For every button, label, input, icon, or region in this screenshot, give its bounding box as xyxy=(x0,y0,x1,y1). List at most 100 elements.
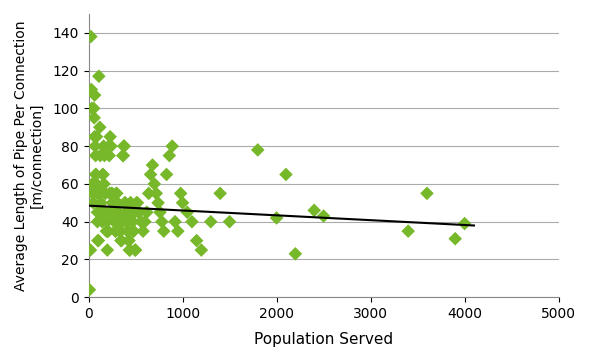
Point xyxy=(127,209,136,215)
Point xyxy=(113,200,122,206)
Point xyxy=(119,143,129,149)
Point xyxy=(130,209,139,215)
Point xyxy=(178,200,187,206)
Point xyxy=(92,191,101,196)
Point xyxy=(122,219,132,225)
Point xyxy=(109,209,118,215)
Point xyxy=(120,200,129,206)
Point xyxy=(182,209,192,215)
Point xyxy=(129,228,138,234)
Point xyxy=(460,221,469,226)
Point xyxy=(86,247,95,253)
Point xyxy=(111,228,120,234)
Point xyxy=(114,219,124,225)
Point xyxy=(90,143,100,149)
Point xyxy=(108,200,117,206)
Point xyxy=(123,228,133,234)
Point xyxy=(87,87,96,92)
Point xyxy=(87,181,97,187)
Point xyxy=(100,209,110,215)
Point xyxy=(118,153,127,158)
Point xyxy=(99,181,109,187)
Point xyxy=(93,238,103,243)
Point xyxy=(120,143,129,149)
Point xyxy=(88,200,98,206)
Point xyxy=(140,219,150,225)
Point xyxy=(97,200,106,206)
Point xyxy=(102,219,112,225)
Point xyxy=(90,115,99,121)
Point xyxy=(117,238,126,243)
Point xyxy=(89,105,99,111)
X-axis label: Population Served: Population Served xyxy=(254,332,393,347)
Point xyxy=(87,105,97,111)
Point xyxy=(132,200,141,206)
Point xyxy=(97,209,106,215)
Point xyxy=(101,191,110,196)
Point xyxy=(319,213,328,219)
Point xyxy=(94,73,104,79)
Point xyxy=(117,219,127,225)
Point xyxy=(173,228,182,234)
Point xyxy=(168,143,177,149)
Point xyxy=(110,228,120,234)
Point xyxy=(135,209,144,215)
Point xyxy=(96,153,105,158)
Point xyxy=(117,219,127,225)
Point xyxy=(101,228,111,234)
Point xyxy=(144,191,153,196)
Point xyxy=(122,209,131,215)
Point xyxy=(92,134,101,140)
Point xyxy=(90,134,99,140)
Point xyxy=(90,92,99,98)
Point xyxy=(291,251,300,257)
Point xyxy=(215,191,225,196)
Point xyxy=(127,209,136,215)
Point xyxy=(451,236,460,242)
Point xyxy=(104,143,113,149)
Point xyxy=(106,209,115,215)
Point xyxy=(148,162,157,168)
Point xyxy=(162,171,171,177)
Point xyxy=(103,228,113,234)
Point xyxy=(126,200,136,206)
Point xyxy=(113,200,122,206)
Point xyxy=(112,191,122,196)
Point xyxy=(126,200,135,206)
Point xyxy=(110,219,119,225)
Point xyxy=(97,219,107,225)
Point xyxy=(107,191,116,196)
Point xyxy=(116,228,125,234)
Point xyxy=(86,34,96,39)
Point xyxy=(121,209,130,215)
Point xyxy=(157,219,166,225)
Point xyxy=(103,247,112,253)
Point xyxy=(133,209,143,215)
Point xyxy=(95,124,104,130)
Point xyxy=(108,200,117,206)
Point xyxy=(96,191,106,196)
Point xyxy=(404,228,413,234)
Point xyxy=(187,219,196,225)
Point xyxy=(92,181,101,187)
Point xyxy=(91,171,101,177)
Point xyxy=(94,238,103,243)
Point xyxy=(91,171,100,177)
Point xyxy=(192,238,201,243)
Point xyxy=(159,228,169,234)
Point xyxy=(109,209,119,215)
Point xyxy=(124,247,134,253)
Point xyxy=(422,191,432,196)
Point xyxy=(142,209,152,215)
Point xyxy=(115,228,124,234)
Point xyxy=(171,219,180,225)
Point xyxy=(206,219,215,225)
Point xyxy=(272,215,281,221)
Point xyxy=(93,219,102,225)
Point xyxy=(130,247,140,253)
Point xyxy=(110,219,120,225)
Point xyxy=(107,191,117,196)
Point xyxy=(100,153,109,158)
Point xyxy=(93,209,102,215)
Point xyxy=(106,134,115,140)
